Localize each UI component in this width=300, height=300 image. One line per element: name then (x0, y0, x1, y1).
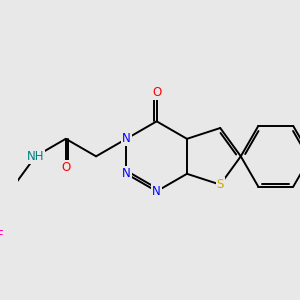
Text: N: N (152, 185, 161, 198)
Text: O: O (152, 86, 161, 99)
Text: N: N (122, 132, 131, 145)
Text: F: F (0, 229, 4, 242)
Text: N: N (122, 167, 131, 180)
Text: O: O (61, 161, 70, 174)
Text: NH: NH (27, 150, 44, 163)
Text: S: S (217, 178, 224, 191)
